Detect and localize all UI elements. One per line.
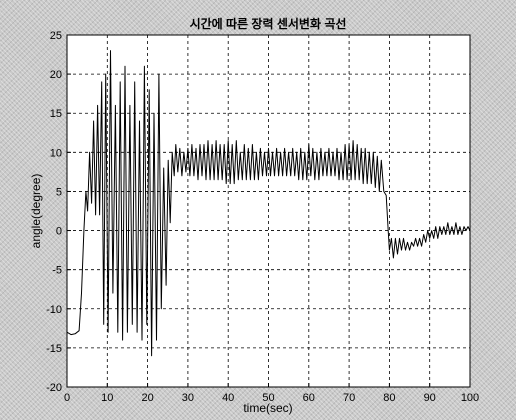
x-tick-label: 40 <box>222 392 234 404</box>
series-layer <box>66 50 471 357</box>
x-tick-label: 50 <box>262 392 274 404</box>
x-tick-label: 30 <box>182 392 194 404</box>
y-tick-label: -10 <box>46 304 62 316</box>
series-line <box>66 50 471 357</box>
x-tick-label: 80 <box>383 392 395 404</box>
y-axis-label: angle(degree) <box>29 174 43 249</box>
x-tick-label: 90 <box>424 392 436 404</box>
x-tick-label: 100 <box>461 392 479 404</box>
y-tick-label: -5 <box>52 265 62 277</box>
y-tick-label: 10 <box>50 147 62 159</box>
y-tick-label: -20 <box>46 382 62 394</box>
y-tick-label: 0 <box>56 226 62 238</box>
y-tick-label: 25 <box>50 30 62 42</box>
y-tick-label: 15 <box>50 108 62 120</box>
x-axis-label: time(sec) <box>243 401 292 415</box>
x-tick-label: 20 <box>141 392 153 404</box>
chart-title: 시간에 따른 장력 센서변화 곡선 <box>190 16 347 31</box>
x-tick-label: 70 <box>343 392 355 404</box>
x-tick-label: 0 <box>64 392 70 404</box>
x-tick-label: 10 <box>101 392 113 404</box>
y-tick-label: -15 <box>46 343 62 355</box>
y-tick-label: 5 <box>56 186 62 198</box>
y-tick-label: 20 <box>50 69 62 81</box>
x-tick-label: 60 <box>303 392 315 404</box>
tick-labels: 0 10 20 30 40 50 60 70 80 90 100 -20 -15 -10 -5 0 5 10 15 2… <box>46 30 479 404</box>
